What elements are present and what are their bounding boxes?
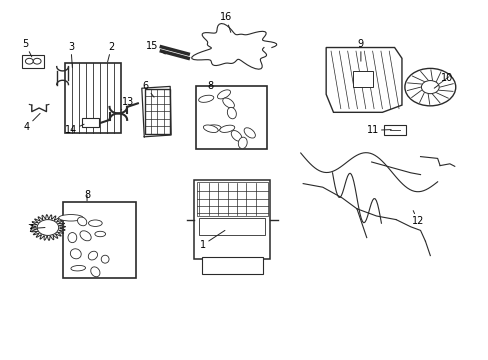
Bar [145,89,169,134]
Ellipse shape [231,131,242,141]
Ellipse shape [217,90,230,99]
Circle shape [37,220,59,235]
Bar [199,218,264,235]
Bar [352,71,372,87]
Ellipse shape [95,231,105,237]
Text: 11: 11 [366,125,390,135]
Circle shape [33,58,41,64]
Bar [195,86,266,149]
Ellipse shape [80,231,91,241]
Text: 1: 1 [200,230,224,250]
Ellipse shape [71,265,85,271]
Bar [62,202,136,278]
Bar [201,257,263,274]
Text: 6: 6 [142,81,154,97]
Ellipse shape [68,233,77,243]
Ellipse shape [88,220,102,226]
Text: 15: 15 [146,41,165,54]
Ellipse shape [198,95,213,102]
Bar [64,63,121,133]
Ellipse shape [244,128,255,138]
Ellipse shape [88,251,97,260]
Text: 8: 8 [84,190,90,201]
Circle shape [421,81,438,94]
Ellipse shape [70,249,81,259]
Ellipse shape [203,125,218,132]
Ellipse shape [101,255,109,263]
Circle shape [404,68,455,106]
Ellipse shape [205,125,221,131]
Ellipse shape [227,107,236,119]
Text: 9: 9 [357,39,363,61]
Circle shape [25,58,33,64]
Ellipse shape [78,217,86,226]
Ellipse shape [219,125,234,132]
Bar [196,183,267,216]
Bar [194,180,269,259]
Text: 14: 14 [64,124,84,135]
Bar [81,118,99,127]
Ellipse shape [223,98,234,108]
Text: 5: 5 [22,39,32,57]
Text: 8: 8 [207,81,213,91]
Text: 7: 7 [27,224,45,234]
Text: 4: 4 [24,113,40,132]
Bar [384,125,405,135]
Ellipse shape [91,267,100,277]
Text: 16: 16 [219,12,232,32]
Text: 10: 10 [433,73,453,88]
Polygon shape [325,48,401,112]
Bar [22,55,44,68]
Text: 3: 3 [68,42,74,68]
Ellipse shape [59,215,83,221]
Ellipse shape [238,137,247,149]
Text: 13: 13 [121,96,134,110]
Text: 2: 2 [107,42,114,62]
Text: 12: 12 [411,211,424,226]
